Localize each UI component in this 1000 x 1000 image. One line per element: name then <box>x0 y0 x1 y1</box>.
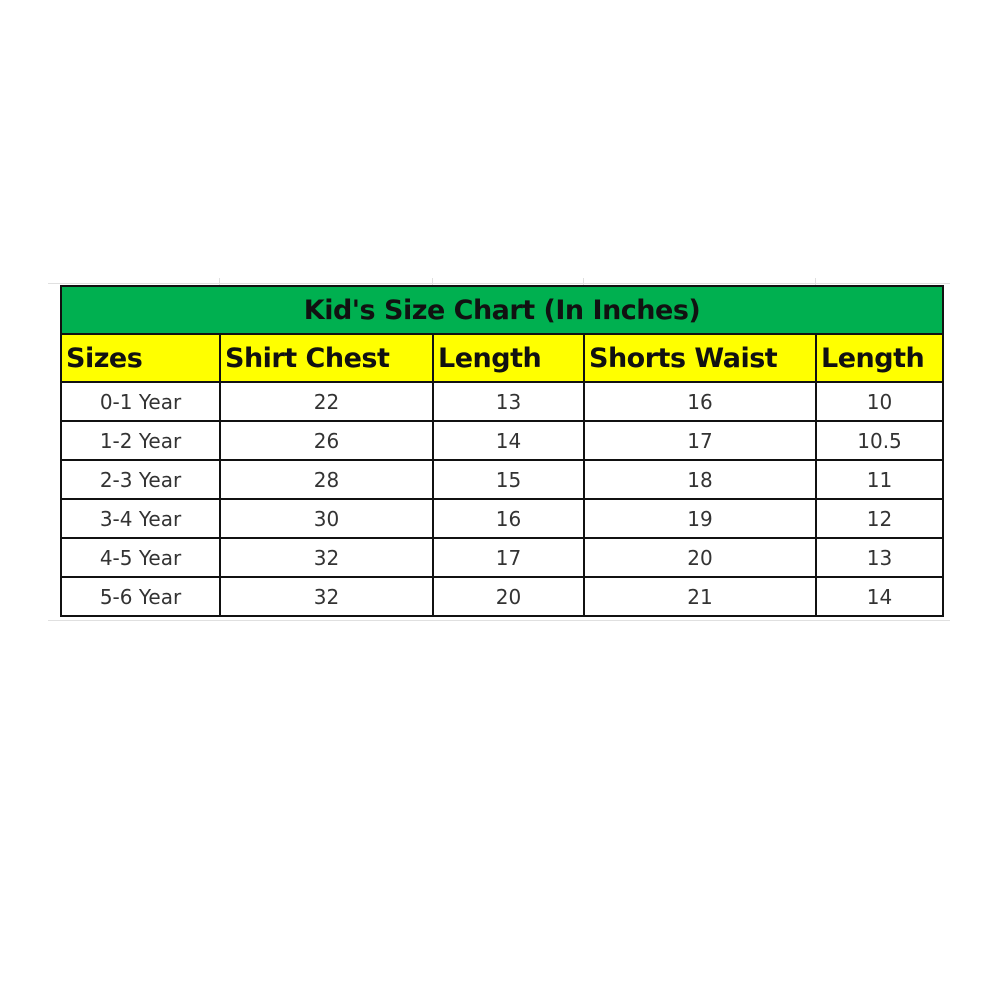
gridline <box>815 278 816 286</box>
gridline <box>432 278 433 286</box>
table-cell: 10 <box>814 381 945 422</box>
header-cell: Sizes <box>60 333 221 383</box>
table-row: 3-4 Year 30 16 19 12 <box>60 498 945 539</box>
table-cell: 5-6 Year <box>60 576 221 617</box>
table-cell: 26 <box>219 420 434 461</box>
table-cell: 14 <box>814 576 945 617</box>
table-row: 4-5 Year 32 17 20 13 <box>60 537 945 578</box>
table-cell: 13 <box>814 537 945 578</box>
table-cell: 32 <box>219 576 434 617</box>
table-cell: 15 <box>432 459 585 500</box>
table-cell: 17 <box>432 537 585 578</box>
table-cell: 16 <box>432 498 585 539</box>
table-cell: 22 <box>219 381 434 422</box>
gridline <box>583 278 584 286</box>
table-cell: 20 <box>583 537 817 578</box>
table-cell: 16 <box>583 381 817 422</box>
header-cell: Length <box>814 333 945 383</box>
table-row: 2-3 Year 28 15 18 11 <box>60 459 945 500</box>
header-cell: Shirt Chest <box>219 333 434 383</box>
table-cell: 28 <box>219 459 434 500</box>
table-cell: 14 <box>432 420 585 461</box>
table-cell: 18 <box>583 459 817 500</box>
table-row: 5-6 Year 32 20 21 14 <box>60 576 945 617</box>
table-cell: 30 <box>219 498 434 539</box>
gridline <box>219 278 220 286</box>
header-cell: Shorts Waist <box>583 333 817 383</box>
table-cell: 21 <box>583 576 817 617</box>
table-cell: 2-3 Year <box>60 459 221 500</box>
table-cell: 0-1 Year <box>60 381 221 422</box>
gridline <box>48 620 950 621</box>
table-cell: 1-2 Year <box>60 420 221 461</box>
gridline <box>48 283 950 284</box>
size-chart-table: Kid's Size Chart (In Inches) Sizes Shirt… <box>59 285 945 617</box>
table-title: Kid's Size Chart (In Inches) <box>59 285 945 335</box>
table-cell: 17 <box>583 420 817 461</box>
table-row: 1-2 Year 26 14 17 10.5 <box>60 420 945 461</box>
table-cell: 13 <box>432 381 585 422</box>
header-cell: Length <box>432 333 585 383</box>
table-cell: 32 <box>219 537 434 578</box>
table-cell: 20 <box>432 576 585 617</box>
table-cell: 10.5 <box>814 420 945 461</box>
table-row: 0-1 Year 22 13 16 10 <box>60 381 945 422</box>
table-cell: 12 <box>814 498 945 539</box>
table-cell: 11 <box>814 459 945 500</box>
table-cell: 4-5 Year <box>60 537 221 578</box>
header-row: Sizes Shirt Chest Length Shorts Waist Le… <box>60 333 945 383</box>
table-cell: 19 <box>583 498 817 539</box>
table-cell: 3-4 Year <box>60 498 221 539</box>
